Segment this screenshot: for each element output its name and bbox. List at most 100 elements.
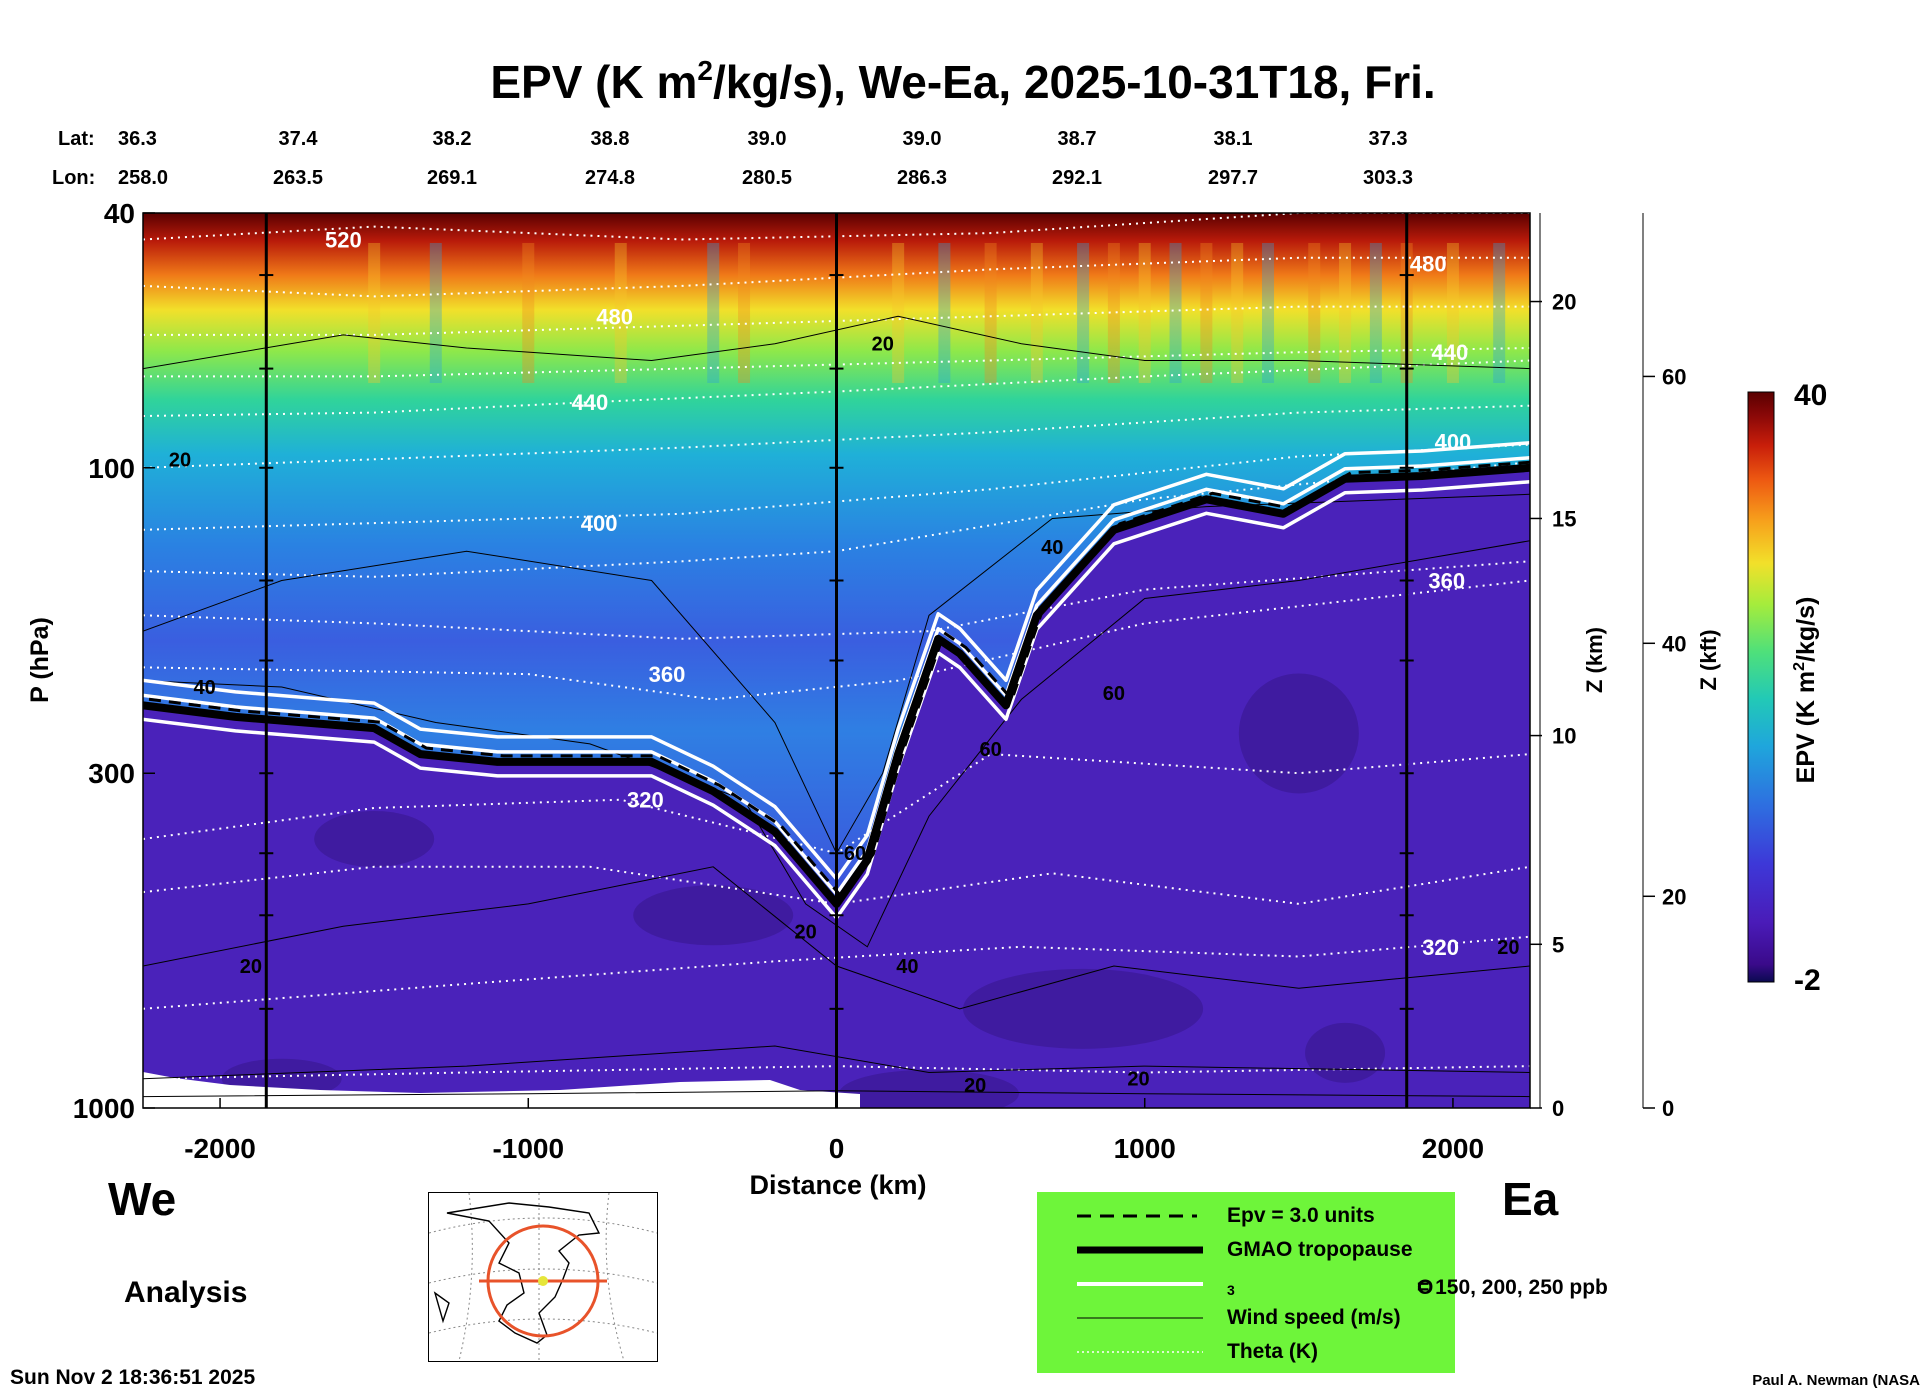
colorbar bbox=[1747, 391, 1775, 983]
z-kft-axis-label: Z (kft) bbox=[1696, 629, 1721, 690]
theta-label: 440 bbox=[1432, 340, 1469, 365]
wind-labels: 20 40 20 40 60 60 60 20 40 20 20 20 20 bbox=[169, 334, 1520, 1097]
epv-streak bbox=[938, 243, 951, 383]
lon-value: 286.3 bbox=[897, 167, 947, 189]
theta-contour bbox=[143, 935, 1530, 1010]
wind-label: 40 bbox=[896, 956, 918, 978]
wind-label: 60 bbox=[979, 739, 1001, 761]
legend-item-tropopause: GMAO tropopause bbox=[1077, 1238, 1413, 1261]
legend-item-theta: Theta (K) bbox=[1077, 1340, 1318, 1363]
z-kft-tick-label: 0 bbox=[1662, 1096, 1674, 1121]
theta-label: 360 bbox=[1428, 569, 1465, 594]
lat-value: 39.0 bbox=[748, 128, 787, 150]
x-tick-label: -2000 bbox=[184, 1133, 256, 1164]
epv-streak bbox=[614, 243, 627, 383]
theta-label: 320 bbox=[1422, 935, 1459, 960]
lon-value: 274.8 bbox=[585, 167, 635, 189]
theta-contour bbox=[143, 461, 1530, 578]
lon-value: 263.5 bbox=[273, 167, 323, 189]
coastline-path bbox=[433, 1202, 601, 1344]
wind-label: 20 bbox=[1497, 937, 1519, 959]
epv-streak bbox=[1446, 243, 1459, 383]
epv-streak bbox=[1107, 243, 1120, 383]
wind-label: 20 bbox=[872, 334, 894, 356]
z-kft-tick-label: 20 bbox=[1662, 884, 1686, 909]
z-km-tick-label: 0 bbox=[1552, 1096, 1564, 1121]
z-km-tick-label: 15 bbox=[1552, 506, 1576, 531]
y-tick-label: 100 bbox=[88, 453, 135, 484]
y-tick-label: 40 bbox=[104, 198, 135, 229]
low-epv-blob bbox=[838, 1069, 1019, 1108]
z-kft-tick-label: 40 bbox=[1662, 631, 1686, 656]
lat-value: 38.2 bbox=[433, 128, 472, 150]
lon-value: 292.1 bbox=[1052, 167, 1102, 189]
lat-value: 37.4 bbox=[279, 128, 319, 150]
low-epv-blob bbox=[1305, 1022, 1386, 1083]
lat-value: 39.0 bbox=[903, 128, 942, 150]
colorbar-label: EPV (K m2/kg/s) bbox=[1791, 597, 1820, 784]
wind-label: 40 bbox=[1041, 537, 1063, 559]
theta-label: 520 bbox=[325, 228, 362, 253]
epv-streak bbox=[522, 243, 535, 383]
wind-contour bbox=[143, 1045, 1530, 1080]
lat-value: 37.3 bbox=[1369, 128, 1408, 150]
wind-label: 40 bbox=[194, 677, 216, 699]
x-axis: -2000 -1000 0 1000 2000 bbox=[184, 1098, 1484, 1164]
low-epv-blob bbox=[963, 968, 1204, 1049]
z-km-tick-label: 5 bbox=[1552, 932, 1564, 957]
colorbar-min-label: -2 bbox=[1794, 964, 1821, 997]
wind-label: 20 bbox=[795, 921, 817, 943]
x-tick-label: -1000 bbox=[492, 1133, 564, 1164]
colorbar-max-label: 40 bbox=[1794, 379, 1827, 412]
epv-streak bbox=[1493, 243, 1506, 383]
legend-item-epv: Epv = 3.0 units bbox=[1077, 1204, 1375, 1227]
epv-streak bbox=[1262, 243, 1275, 383]
theta-label: 440 bbox=[572, 390, 609, 415]
wind-label: 60 bbox=[1103, 683, 1125, 705]
epv-streak bbox=[429, 243, 442, 383]
epv-streak bbox=[1138, 243, 1151, 383]
epv-streak bbox=[984, 243, 997, 383]
epv-streak bbox=[892, 243, 905, 383]
analysis-label: Analysis bbox=[124, 1276, 248, 1309]
z-kft-tick-label: 60 bbox=[1662, 364, 1686, 389]
epv-streak bbox=[1030, 243, 1043, 383]
x-axis-label: Distance (km) bbox=[749, 1170, 926, 1200]
x-tick-label: 0 bbox=[829, 1133, 845, 1164]
epv-3-dashed-line bbox=[148, 460, 1530, 901]
theta-label: 320 bbox=[627, 788, 664, 813]
lat-value: 38.8 bbox=[591, 128, 630, 150]
z-km-tick-label: 20 bbox=[1552, 290, 1576, 315]
lon-value: 258.0 bbox=[118, 167, 168, 189]
epv-streak bbox=[707, 243, 720, 383]
credit: Paul A. Newman (NASA bbox=[1752, 1372, 1920, 1389]
center-marker bbox=[538, 1276, 548, 1286]
lat-row-label: Lat: bbox=[58, 128, 95, 150]
epv-streak bbox=[1308, 243, 1321, 383]
theta-label: 480 bbox=[1410, 252, 1447, 277]
epv-streak bbox=[1231, 243, 1244, 383]
lon-value: 297.7 bbox=[1208, 167, 1258, 189]
y-tick-label: 300 bbox=[88, 758, 135, 789]
legend-item-wind: Wind speed (m/s) bbox=[1077, 1306, 1401, 1329]
lon-value: 280.5 bbox=[742, 167, 792, 189]
z-km-tick-label: 10 bbox=[1552, 724, 1576, 749]
chart-title: EPV (K m2/kg/s), We-Ea, 2025-10-31T18, F… bbox=[490, 55, 1435, 108]
wind-label: 60 bbox=[844, 843, 866, 865]
timestamp: Sun Nov 2 18:36:51 2025 bbox=[10, 1366, 256, 1389]
vertical-marker-lines bbox=[259, 213, 1414, 1108]
theta-label: 360 bbox=[649, 662, 686, 687]
z-kft-axis: 0 20 40 60 bbox=[1642, 213, 1686, 1121]
z-km-axis: 0 5 10 15 20 bbox=[1530, 213, 1576, 1121]
theta-label: 400 bbox=[1435, 430, 1472, 455]
theta-label: 400 bbox=[581, 511, 618, 536]
epv-streak bbox=[368, 243, 381, 383]
y-tick-label: 1000 bbox=[73, 1093, 135, 1124]
lon-value: 303.3 bbox=[1363, 167, 1413, 189]
wind-label: 20 bbox=[964, 1075, 986, 1097]
wind-label: 20 bbox=[169, 449, 191, 471]
